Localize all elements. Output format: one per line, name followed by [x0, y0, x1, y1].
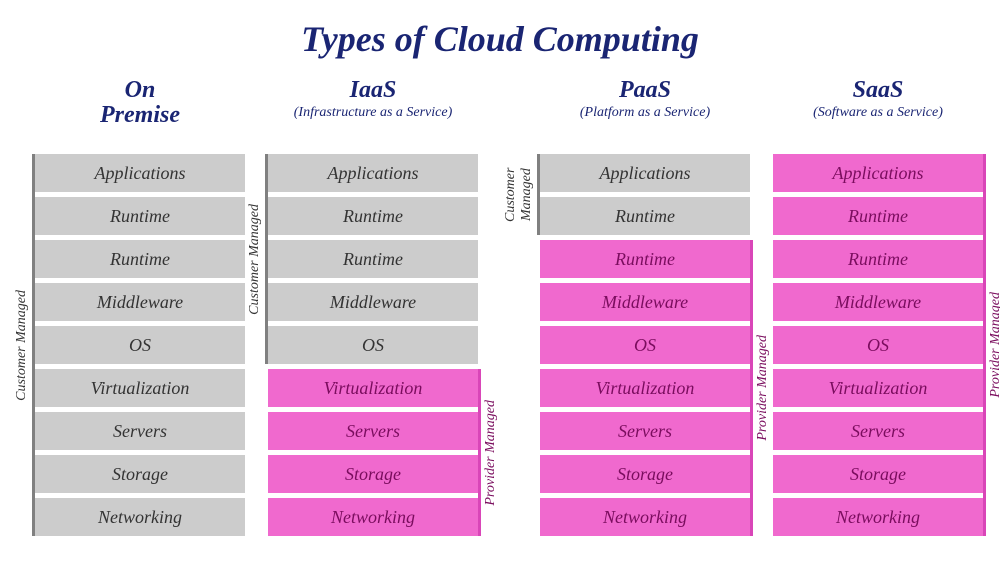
- layer-storage: Storage: [268, 455, 478, 493]
- layer-virtualization: Virtualization: [773, 369, 983, 407]
- diagram-grid: Customer Managed OnPremise Applications Run…: [8, 78, 992, 536]
- column-title: IaaS: [268, 78, 478, 103]
- layer-runtime: Runtime: [268, 197, 478, 235]
- column-header-onprem: OnPremise: [35, 78, 245, 148]
- layer-applications: Applications: [540, 154, 750, 192]
- column-subtitle: (Platform as a Service): [540, 105, 750, 121]
- layer-servers: Servers: [540, 412, 750, 450]
- layer-runtime: Runtime: [773, 240, 983, 278]
- provider-managed-label: Provider Managed: [755, 335, 771, 441]
- column-iaas: Customer Managed IaaS (Infrastructure as a…: [245, 78, 501, 536]
- layer-applications: Applications: [35, 154, 245, 192]
- layer-servers: Servers: [773, 412, 983, 450]
- column-title: OnPremise: [35, 78, 245, 128]
- layer-networking: Networking: [540, 498, 750, 536]
- layer-runtime: Runtime: [35, 240, 245, 278]
- provider-managed-label: Provider Managed: [988, 292, 1000, 398]
- layer-runtime: Runtime: [540, 197, 750, 235]
- layer-storage: Storage: [35, 455, 245, 493]
- layer-networking: Networking: [35, 498, 245, 536]
- layer-servers: Servers: [35, 412, 245, 450]
- layer-stack: Applications Runtime Runtime Middleware OS Vi…: [268, 154, 478, 536]
- layer-stack: Applications Runtime Runtime Middleware OS Vi…: [35, 154, 245, 536]
- layer-servers: Servers: [268, 412, 478, 450]
- provider-bracket: [750, 240, 753, 536]
- column-title: PaaS: [540, 78, 750, 103]
- layer-virtualization: Virtualization: [540, 369, 750, 407]
- customer-managed-label: Customer Managed: [503, 154, 535, 235]
- layer-middleware: Middleware: [268, 283, 478, 321]
- layer-middleware: Middleware: [35, 283, 245, 321]
- column-title: SaaS: [773, 78, 983, 103]
- layer-networking: Networking: [268, 498, 478, 536]
- layer-middleware: Middleware: [540, 283, 750, 321]
- provider-bracket: [983, 154, 986, 536]
- column-subtitle: (Software as a Service): [773, 105, 983, 121]
- column-saas: SaaS (Software as a Service) Applications R…: [773, 78, 1000, 536]
- layer-runtime: Runtime: [35, 197, 245, 235]
- layer-virtualization: Virtualization: [268, 369, 478, 407]
- column-header-saas: SaaS (Software as a Service): [773, 78, 983, 148]
- page-title: Types of Cloud Computing: [8, 18, 992, 60]
- column-header-iaas: IaaS (Infrastructure as a Service): [268, 78, 478, 148]
- layer-applications: Applications: [773, 154, 983, 192]
- column-subtitle: (Infrastructure as a Service): [268, 105, 478, 121]
- provider-managed-label: Provider Managed: [483, 400, 499, 506]
- layer-os: OS: [773, 326, 983, 364]
- provider-bracket: [478, 369, 481, 536]
- layer-runtime: Runtime: [773, 197, 983, 235]
- layer-stack: Applications Runtime Runtime Middleware OS Vi…: [540, 154, 750, 536]
- layer-virtualization: Virtualization: [35, 369, 245, 407]
- layer-storage: Storage: [540, 455, 750, 493]
- column-paas: Customer Managed PaaS (Platform as a Servi…: [501, 78, 773, 536]
- layer-os: OS: [540, 326, 750, 364]
- customer-managed-label: Customer Managed: [14, 290, 30, 401]
- layer-os: OS: [268, 326, 478, 364]
- layer-runtime: Runtime: [540, 240, 750, 278]
- layer-middleware: Middleware: [773, 283, 983, 321]
- customer-managed-label: Customer Managed: [247, 204, 263, 315]
- layer-storage: Storage: [773, 455, 983, 493]
- column-onprem: Customer Managed OnPremise Applications Run…: [12, 78, 245, 536]
- layer-networking: Networking: [773, 498, 983, 536]
- column-header-paas: PaaS (Platform as a Service): [540, 78, 750, 148]
- layer-os: OS: [35, 326, 245, 364]
- layer-runtime: Runtime: [268, 240, 478, 278]
- layer-stack: Applications Runtime Runtime Middleware OS Vi…: [773, 154, 983, 536]
- layer-applications: Applications: [268, 154, 478, 192]
